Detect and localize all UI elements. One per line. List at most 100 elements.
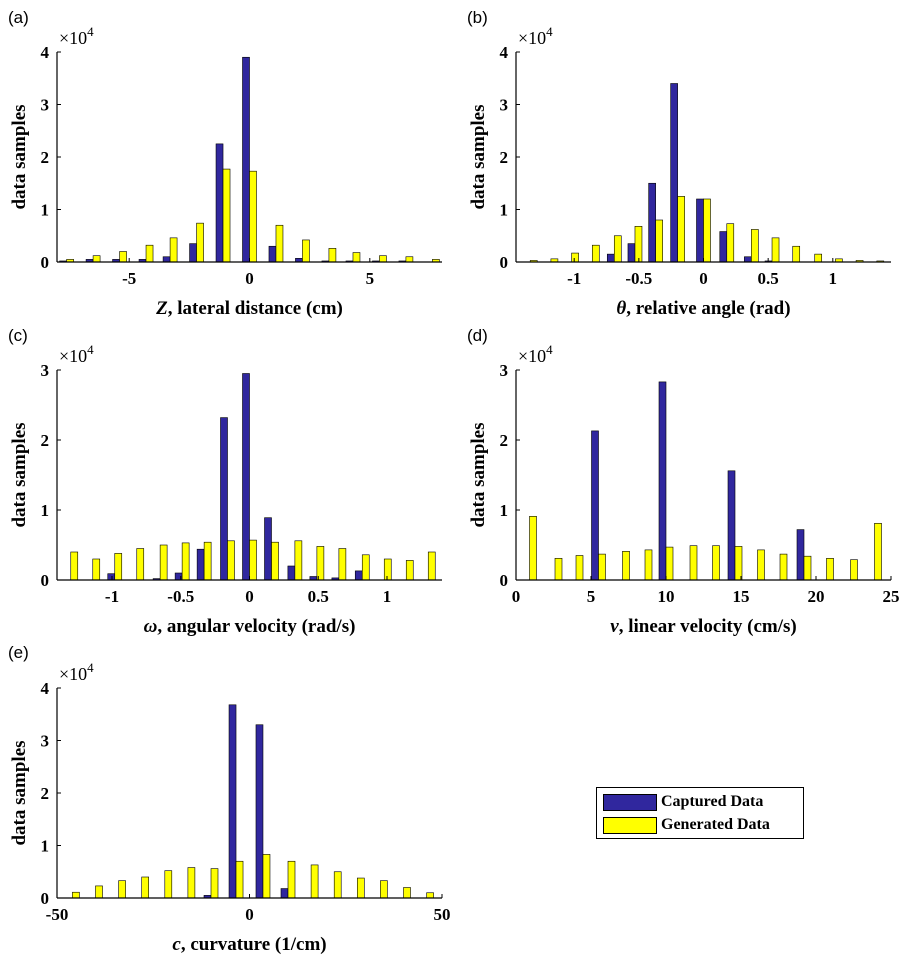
panel-e-bar-captured-9 [280, 888, 289, 899]
panel-b-ytick-label-1: 1 [500, 201, 509, 220]
panel-c-xlabel-text: , angular velocity (rad/s) [157, 616, 355, 637]
panel-d-bar-generated-6 [665, 546, 674, 581]
panel-c-xlabel-symbol: ω [144, 616, 158, 637]
legend: Captured Data Generated Data [596, 787, 804, 839]
panel-label-a: (a) [8, 8, 29, 27]
legend-swatch-captured [603, 793, 657, 811]
panel-d-ytick-label-0: 0 [500, 571, 509, 590]
panel-a-bar-generated-6 [222, 168, 231, 263]
panel-a-bar-generated-7 [249, 170, 257, 263]
panel-e-bar-generated-15 [426, 892, 434, 899]
panel-c-bar-generated-10 [294, 540, 303, 581]
panel-e-bar-generated-12 [356, 877, 365, 899]
panel-b-bar-generated-6 [655, 219, 663, 263]
panel-c-exponent: ×104 [59, 342, 94, 366]
panel-d-xtick-label-2: 10 [658, 587, 675, 606]
panel-e-xtick-label-2: 50 [434, 905, 451, 924]
panel-e-bar-generated-14 [403, 887, 411, 899]
panel-b-ytick-label-2: 2 [500, 148, 509, 167]
panel-b-ylabel: data samples [468, 104, 489, 209]
panel-e-bar-generated-10 [310, 864, 319, 899]
panel-d-ytick-label-3: 3 [500, 361, 509, 380]
panel-b-bar-generated-2 [571, 252, 579, 263]
panel-e-xtick-label-0: -50 [46, 905, 69, 924]
panel-b-exponent: ×104 [518, 24, 553, 48]
panel-e-xlabel: c, curvature (1/cm) [172, 934, 326, 955]
panel-b-bar-captured-6 [648, 182, 656, 263]
legend-label-generated: Generated Data [661, 816, 770, 833]
panel-b-ytick-label-0: 0 [500, 253, 509, 272]
panel-e-exponent-power: 4 [87, 660, 94, 675]
panel-b-bar-captured-4 [606, 253, 615, 263]
panel-a-xtick-label-2: 5 [366, 269, 375, 288]
panel-b-bar-captured-10 [744, 256, 752, 263]
panel-a-ytick-label-2: 2 [41, 148, 50, 167]
panel-d-xtick-label-4: 20 [808, 587, 825, 606]
panel-c-xlabel: ω, angular velocity (rad/s) [144, 616, 356, 637]
panel-a-bar-captured-8 [268, 245, 277, 263]
panel-d-exponent-power: 4 [546, 342, 553, 357]
panel-b-exponent-power: 4 [546, 24, 553, 39]
panel-d-bar-generated-7 [689, 545, 698, 581]
panel-d-bar-generated-1 [554, 557, 563, 581]
panel-e-xlabel-symbol: c [172, 934, 181, 955]
panel-a-bar-captured-4 [162, 256, 171, 263]
panel-c-bar-generated-11 [316, 546, 325, 581]
panel-a-xlabel: Z, lateral distance (cm) [155, 298, 343, 319]
panel-d-ytick-label-2: 2 [500, 431, 509, 450]
panel-a-bar-generated-2 [119, 251, 127, 263]
panel-a-bar-generated-11 [352, 252, 361, 263]
legend-label-captured: Captured Data [661, 793, 764, 810]
panel-d-bar-captured-3 [591, 430, 599, 581]
panel-c-bar-captured-10 [287, 565, 296, 581]
panel-c-bar-generated-8 [249, 539, 257, 581]
panel-a-ytick-label-1: 1 [41, 201, 50, 220]
panel-d-ylabel: data samples [468, 422, 489, 527]
panel-a-bar-generated-8 [275, 224, 284, 263]
panel-c-bar-generated-6 [203, 541, 212, 581]
panel-a-bar-generated-10 [328, 248, 337, 263]
panel-a-bar-generated-13 [405, 256, 414, 263]
panel-b-xtick-label-0: -1 [567, 269, 581, 288]
panel-b-bar-generated-9 [726, 223, 735, 263]
panel-d-exponent: ×104 [518, 342, 553, 366]
panel-b-bar-generated-12 [792, 245, 801, 263]
panel-e-xtick-label-1: 0 [245, 905, 254, 924]
panel-c-bar-generated-4 [159, 544, 168, 581]
panel-d-xtick-label-5: 25 [883, 587, 900, 606]
panel-c-ylabel: data samples [9, 422, 30, 527]
panel-e-bar-generated-3 [141, 876, 149, 899]
panel-b-bar-generated-11 [771, 237, 780, 263]
panel-a-bar-generated-3 [145, 244, 154, 263]
panel-a-bar-captured-6 [215, 143, 224, 263]
panel-d-ytick-label-1: 1 [500, 501, 509, 520]
panel-d-xtick-label-3: 15 [733, 587, 750, 606]
panel-c-bar-generated-13 [361, 554, 370, 581]
panel-e-exponent: ×104 [59, 660, 94, 684]
panel-a-ytick-label-4: 4 [41, 43, 50, 62]
panel-a-exponent-power: 4 [87, 24, 94, 39]
panel-c-bar-generated-14 [383, 558, 392, 581]
panel-e-bar-generated-9 [287, 860, 296, 899]
panel-b-ytick-label-4: 4 [500, 43, 509, 62]
panel-c-bar-generated-15 [405, 560, 414, 581]
panel-d-xtick-label-0: 0 [512, 587, 521, 606]
panel-b-bar-generated-13 [814, 253, 823, 263]
panel-label-b: (b) [467, 8, 488, 27]
panel-c-bar-captured-6 [196, 548, 205, 581]
panel-b-bar-generated-4 [613, 235, 622, 263]
panel-e-ytick-label-4: 4 [41, 679, 50, 698]
panel-label-c: (c) [8, 326, 28, 345]
panel-d-bar-generated-4 [622, 550, 630, 581]
panel-c-xtick-label-2: 0 [245, 587, 254, 606]
panel-a-ytick-label-0: 0 [41, 253, 50, 272]
panel-b-bar-generated-10 [751, 229, 759, 263]
panel-a-bar-captured-5 [189, 243, 197, 263]
panel-e-bar-captured-8 [255, 724, 264, 899]
panel-c-bar-generated-16 [427, 551, 436, 581]
panel-b-xtick-label-4: 1 [829, 269, 838, 288]
panel-b-bar-generated-7 [677, 196, 685, 263]
panel-c-xtick-label-0: -1 [105, 587, 119, 606]
panel-a-xlabel-symbol: Z [155, 298, 168, 319]
panel-a-bar-generated-9 [302, 239, 310, 263]
